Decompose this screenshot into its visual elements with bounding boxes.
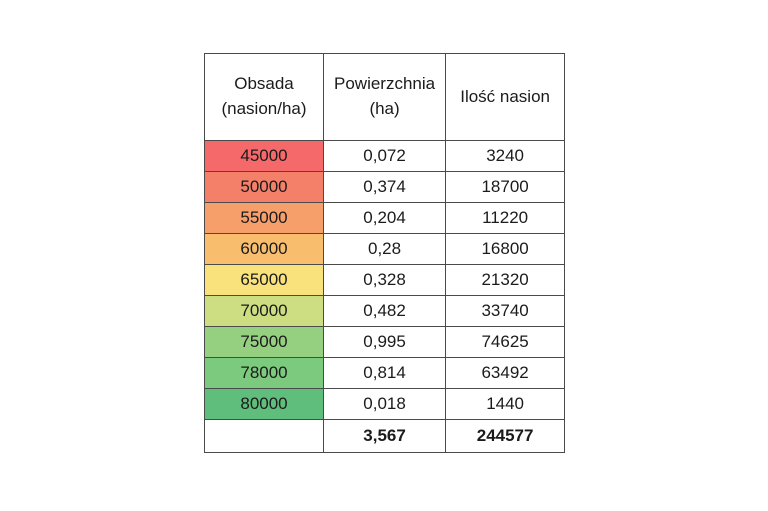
column-header-obsada: Obsada (nasion/ha) [204,53,324,141]
ilosc-cell: 11220 [445,202,566,234]
ilosc-cell: 74625 [445,326,566,358]
powierzchnia-cell: 0,328 [322,264,447,296]
ilosc-cell: 1440 [445,388,566,420]
powierzchnia-cell: 0,482 [322,295,447,327]
obsada-cell: 65000 [204,264,324,296]
table-row: 70000 0,482 33740 [204,295,566,327]
obsada-cell: 70000 [204,295,324,327]
ilosc-cell: 21320 [445,264,566,296]
header-row: Obsada (nasion/ha) Powierzchnia (ha) Ilo… [204,53,566,141]
ilosc-cell: 16800 [445,233,566,265]
powierzchnia-cell: 0,374 [322,171,447,203]
table-row: 65000 0,328 21320 [204,264,566,296]
obsada-cell: 55000 [204,202,324,234]
total-empty-cell [204,419,324,453]
obsada-cell: 50000 [204,171,324,203]
ilosc-cell: 33740 [445,295,566,327]
table-row: 80000 0,018 1440 [204,388,566,420]
powierzchnia-cell: 0,204 [322,202,447,234]
table-row: 78000 0,814 63492 [204,357,566,389]
powierzchnia-cell: 0,072 [322,140,447,172]
table-row: 60000 0,28 16800 [204,233,566,265]
powierzchnia-cell: 0,995 [322,326,447,358]
obsada-cell: 80000 [204,388,324,420]
obsada-cell: 75000 [204,326,324,358]
total-ilosc-cell: 244577 [445,419,566,453]
obsada-cell: 60000 [204,233,324,265]
ilosc-cell: 3240 [445,140,566,172]
table-row: 50000 0,374 18700 [204,171,566,203]
column-header-ilosc-nasion: Ilość nasion [445,53,566,141]
table-row: 75000 0,995 74625 [204,326,566,358]
ilosc-cell: 63492 [445,357,566,389]
powierzchnia-cell: 0,28 [322,233,447,265]
ilosc-cell: 18700 [445,171,566,203]
table-row: 45000 0,072 3240 [204,140,566,172]
seeding-density-table: Obsada (nasion/ha) Powierzchnia (ha) Ilo… [204,53,566,453]
powierzchnia-cell: 0,814 [322,357,447,389]
obsada-cell: 45000 [204,140,324,172]
obsada-cell: 78000 [204,357,324,389]
table-row: 55000 0,204 11220 [204,202,566,234]
powierzchnia-cell: 0,018 [322,388,447,420]
total-row: 3,567 244577 [204,419,566,453]
column-header-powierzchnia: Powierzchnia (ha) [322,53,447,141]
total-powierzchnia-cell: 3,567 [322,419,447,453]
